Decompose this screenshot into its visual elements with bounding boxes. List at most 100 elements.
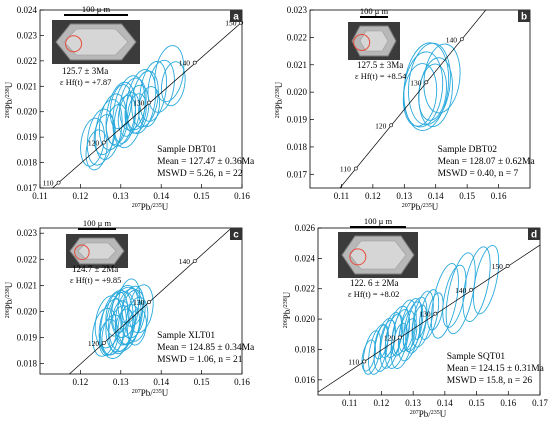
spot-hf-label: ε Hf(t) = +9.85 — [70, 275, 121, 285]
concordia-age-label: 120 — [88, 138, 100, 147]
error-ellipse — [127, 93, 147, 131]
x-tick-label: 0.12 — [374, 398, 390, 408]
scale-bar-label: 100 μ m — [364, 216, 393, 226]
y-axis-label: 206Pb/238U — [4, 81, 14, 118]
error-ellipse — [161, 61, 186, 107]
y-tick-label: 0.026 — [295, 223, 316, 233]
y-tick-label: 0.022 — [17, 56, 37, 66]
error-ellipse — [139, 60, 167, 122]
y-tick-label: 0.021 — [17, 81, 37, 91]
error-ellipse — [93, 114, 116, 156]
x-tick-label: 0.15 — [194, 191, 210, 201]
concordia-age-label: 130 — [133, 298, 145, 307]
panel-letter: b — [521, 12, 527, 23]
mswd-label: MSWD = 1.06, n = 21 — [157, 355, 243, 365]
error-ellipse — [113, 94, 137, 144]
ellipse-group — [92, 278, 154, 359]
x-tick-label: 0.13 — [113, 377, 129, 387]
x-axis-label: 207Pb/235U — [132, 202, 169, 212]
concordia-curve — [68, 228, 233, 374]
scale-bar-label: 100 μ m — [83, 218, 112, 228]
mean-label: Mean = 128.07 ± 0.62Ma — [438, 157, 536, 167]
concordia-age-label: 120 — [384, 333, 396, 342]
error-ellipse — [423, 43, 461, 114]
y-tick-label: 0.020 — [287, 87, 308, 97]
spot-age-label: 122. 6 ± 2Ma — [350, 278, 398, 288]
x-tick-label: 0.14 — [153, 377, 169, 387]
concordia-age-marker — [192, 259, 197, 264]
y-tick-label: 0.020 — [295, 314, 316, 324]
panel-letter-badge — [230, 10, 242, 22]
error-ellipse — [138, 86, 161, 128]
sample-label: Sample DBT01 — [157, 145, 217, 155]
x-tick-label: 0.11 — [342, 398, 357, 408]
x-tick-label: 0.14 — [153, 191, 169, 201]
concordia-age-marker — [424, 80, 429, 85]
concordia-age-label: 140 — [179, 59, 191, 68]
sample-label: Sample XLT01 — [157, 331, 215, 341]
y-tick-label: 0.020 — [17, 306, 38, 316]
y-tick-label: 0.020 — [17, 107, 38, 117]
concordia-age-marker — [389, 123, 393, 128]
mean-label: Mean = 127.47 ± 0.36Ma — [157, 157, 255, 167]
concordia-age-label: 140 — [446, 35, 458, 44]
x-tick-label: 0.15 — [194, 377, 210, 387]
y-tick-label: 0.021 — [287, 60, 307, 70]
zircon-zoning — [63, 28, 129, 56]
concordia-age-label: 110 — [43, 179, 54, 188]
panel-b: 110 120 130 140 0.11 0.12 0.13 0.14 0.15 0.16 0.01… — [274, 5, 536, 212]
ellipse-group — [80, 45, 186, 171]
analysis-spot — [349, 248, 367, 266]
plot-frame — [39, 9, 243, 189]
error-ellipse — [362, 330, 382, 375]
spot-hf-label: ε Hf(t) = +8.54 — [355, 71, 407, 81]
scale-bar-label: 100 μ m — [360, 6, 389, 16]
error-ellipse — [398, 310, 416, 352]
y-tick-label: 0.022 — [17, 254, 37, 264]
x-tick-label: 0.14 — [428, 191, 444, 201]
error-ellipse — [86, 108, 115, 166]
zircon-cl-image — [66, 234, 128, 268]
x-tick-label: 0.13 — [405, 398, 421, 408]
panel-letter: c — [233, 230, 239, 241]
spot-hf-label: ε Hf(t) = +7.87 — [60, 77, 111, 87]
analysis-spot — [74, 244, 90, 261]
x-tick-label: 0.16 — [491, 191, 507, 201]
zircon-cl-image — [52, 20, 140, 64]
error-ellipse — [430, 263, 459, 339]
x-tick-label: 0.13 — [113, 191, 129, 201]
y-tick-label: 0.017 — [17, 183, 38, 193]
concordia-age-marker — [505, 264, 510, 268]
analysis-spot — [353, 34, 371, 51]
y-tick-label: 0.022 — [295, 284, 315, 294]
x-tick-label: 0.15 — [469, 398, 485, 408]
error-ellipse — [393, 322, 408, 355]
concordia-age-marker — [353, 166, 358, 171]
y-tick-label: 0.018 — [295, 344, 316, 354]
concordia-curve — [51, 21, 242, 188]
panel-letter-badge — [518, 10, 530, 22]
mswd-label: MSWD = 0.40, n = 7 — [438, 169, 519, 179]
error-ellipse — [374, 324, 389, 360]
y-tick-label: 0.019 — [17, 132, 38, 142]
error-ellipse — [92, 307, 118, 357]
concordia-age-label: 140 — [455, 286, 467, 295]
panel-letter: d — [531, 230, 537, 241]
x-tick-label: 0.14 — [437, 398, 453, 408]
plot-frame — [39, 227, 243, 375]
mswd-label: MSWD = 5.26, n = 22 — [157, 169, 243, 179]
y-tick-label: 0.023 — [17, 228, 38, 238]
mean-label: Mean = 124.85 ± 0.34Ma — [157, 343, 255, 353]
zircon-cl-image — [338, 232, 418, 278]
error-ellipse — [462, 246, 491, 322]
error-ellipse — [473, 244, 500, 315]
panel-c: 120 130 140 0.12 0.13 0.14 0.15 0.16 0.018 0.019 0… — [4, 218, 255, 398]
concordia-age-label: 130 — [419, 310, 431, 319]
error-ellipse — [98, 319, 119, 356]
concordia-age-marker — [459, 37, 464, 42]
error-ellipse — [110, 284, 139, 338]
x-tick-label: 0.17 — [532, 398, 548, 408]
concordia-age-marker — [101, 341, 106, 345]
sample-label: Sample DBT02 — [438, 145, 498, 155]
